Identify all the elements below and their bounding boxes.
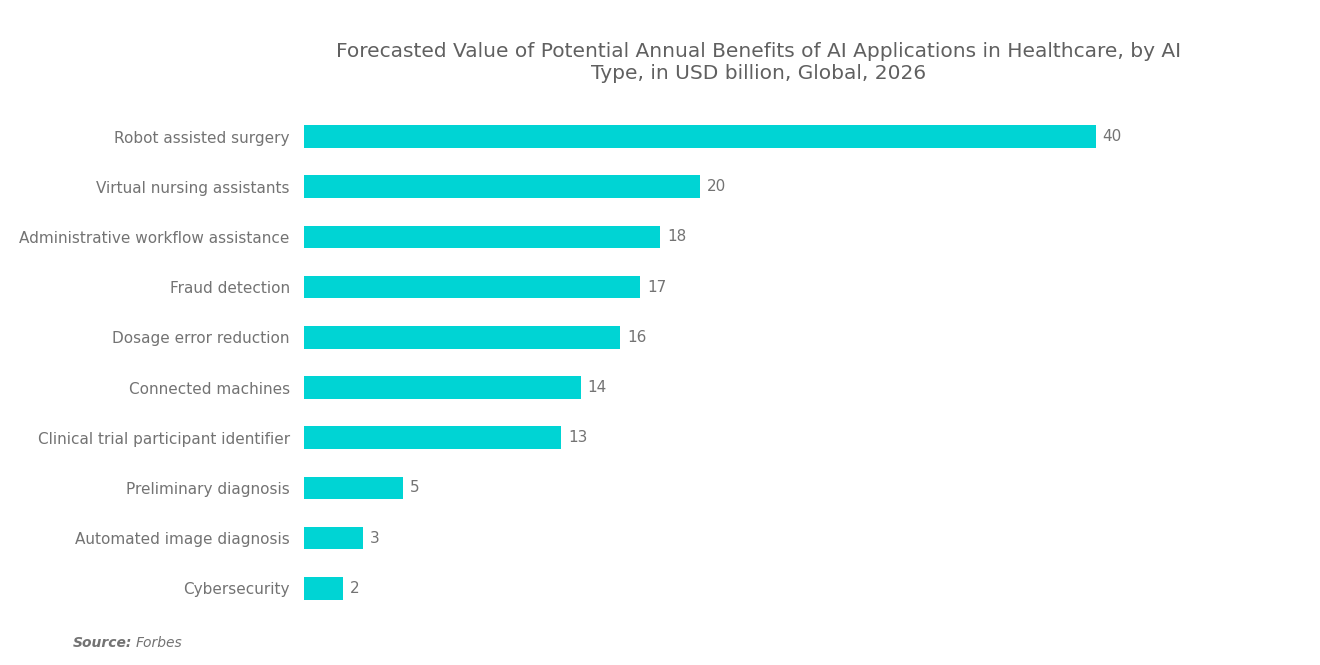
Text: 2: 2 [350, 581, 360, 596]
Text: 18: 18 [667, 229, 686, 245]
Text: 5: 5 [409, 480, 420, 495]
Text: 14: 14 [587, 380, 607, 395]
Bar [304, 527, 363, 549]
Title: Forecasted Value of Potential Annual Benefits of AI Applications in Healthcare, : Forecasted Value of Potential Annual Ben… [337, 42, 1181, 82]
Bar [304, 477, 403, 499]
Text: 17: 17 [647, 279, 667, 295]
Text: 3: 3 [370, 531, 380, 545]
Text: 20: 20 [706, 180, 726, 194]
Bar [304, 577, 343, 600]
Bar [304, 125, 1096, 148]
Text: 40: 40 [1102, 129, 1122, 144]
Bar [304, 276, 640, 299]
Bar [304, 176, 700, 198]
Bar [304, 376, 581, 399]
Text: Forbes: Forbes [136, 636, 182, 650]
Text: Source:: Source: [73, 636, 132, 650]
Text: 13: 13 [568, 430, 587, 446]
Text: 16: 16 [627, 330, 647, 345]
Bar [304, 426, 561, 449]
Bar [304, 225, 660, 248]
Bar [304, 326, 620, 348]
